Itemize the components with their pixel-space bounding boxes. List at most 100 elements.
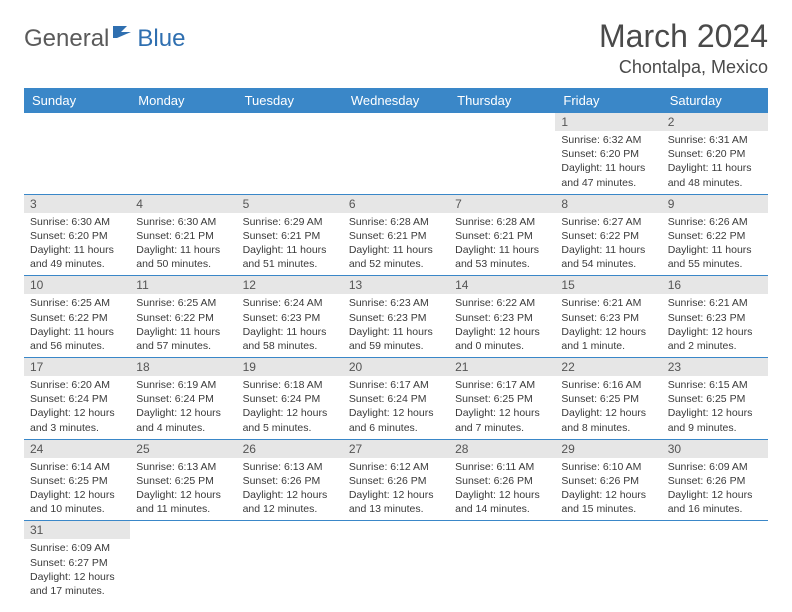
sunset-text: Sunset: 6:21 PM [455, 229, 549, 243]
day-data: Sunrise: 6:16 AMSunset: 6:25 PMDaylight:… [555, 376, 661, 439]
calendar-cell: 28Sunrise: 6:11 AMSunset: 6:26 PMDayligh… [449, 439, 555, 521]
daylight-text: Daylight: 12 hours and 3 minutes. [30, 406, 124, 434]
day-data: Sunrise: 6:30 AMSunset: 6:20 PMDaylight:… [24, 213, 130, 276]
calendar-cell: 18Sunrise: 6:19 AMSunset: 6:24 PMDayligh… [130, 358, 236, 440]
day-number: 22 [555, 358, 661, 376]
day-number: 8 [555, 195, 661, 213]
calendar-cell: 23Sunrise: 6:15 AMSunset: 6:25 PMDayligh… [662, 358, 768, 440]
day-number: 5 [237, 195, 343, 213]
calendar-cell: 14Sunrise: 6:22 AMSunset: 6:23 PMDayligh… [449, 276, 555, 358]
sunrise-text: Sunrise: 6:15 AM [668, 378, 762, 392]
sunset-text: Sunset: 6:20 PM [668, 147, 762, 161]
sunset-text: Sunset: 6:22 PM [668, 229, 762, 243]
day-data: Sunrise: 6:18 AMSunset: 6:24 PMDaylight:… [237, 376, 343, 439]
daylight-text: Daylight: 12 hours and 17 minutes. [30, 570, 124, 598]
sunset-text: Sunset: 6:24 PM [136, 392, 230, 406]
day-number: 21 [449, 358, 555, 376]
day-data: Sunrise: 6:12 AMSunset: 6:26 PMDaylight:… [343, 458, 449, 521]
calendar-cell: 11Sunrise: 6:25 AMSunset: 6:22 PMDayligh… [130, 276, 236, 358]
calendar-cell: 21Sunrise: 6:17 AMSunset: 6:25 PMDayligh… [449, 358, 555, 440]
daylight-text: Daylight: 12 hours and 15 minutes. [561, 488, 655, 516]
day-header: Sunday [24, 88, 130, 113]
sunset-text: Sunset: 6:20 PM [561, 147, 655, 161]
sunset-text: Sunset: 6:23 PM [349, 311, 443, 325]
calendar-cell: 17Sunrise: 6:20 AMSunset: 6:24 PMDayligh… [24, 358, 130, 440]
calendar-cell: 26Sunrise: 6:13 AMSunset: 6:26 PMDayligh… [237, 439, 343, 521]
daylight-text: Daylight: 12 hours and 0 minutes. [455, 325, 549, 353]
calendar-cell [343, 521, 449, 602]
daylight-text: Daylight: 12 hours and 14 minutes. [455, 488, 549, 516]
sunrise-text: Sunrise: 6:13 AM [136, 460, 230, 474]
sunset-text: Sunset: 6:24 PM [349, 392, 443, 406]
sunrise-text: Sunrise: 6:25 AM [30, 296, 124, 310]
calendar-cell: 15Sunrise: 6:21 AMSunset: 6:23 PMDayligh… [555, 276, 661, 358]
day-data: Sunrise: 6:20 AMSunset: 6:24 PMDaylight:… [24, 376, 130, 439]
daylight-text: Daylight: 11 hours and 59 minutes. [349, 325, 443, 353]
day-number: 10 [24, 276, 130, 294]
sunset-text: Sunset: 6:25 PM [30, 474, 124, 488]
day-number: 29 [555, 440, 661, 458]
calendar-cell: 29Sunrise: 6:10 AMSunset: 6:26 PMDayligh… [555, 439, 661, 521]
daylight-text: Daylight: 12 hours and 10 minutes. [30, 488, 124, 516]
calendar-cell: 3Sunrise: 6:30 AMSunset: 6:20 PMDaylight… [24, 194, 130, 276]
daylight-text: Daylight: 11 hours and 48 minutes. [668, 161, 762, 189]
logo: General Blue [24, 24, 185, 53]
calendar-cell [343, 113, 449, 194]
day-number: 26 [237, 440, 343, 458]
day-header: Tuesday [237, 88, 343, 113]
logo-text-blue: Blue [137, 25, 185, 53]
day-data: Sunrise: 6:23 AMSunset: 6:23 PMDaylight:… [343, 294, 449, 357]
calendar-cell: 31Sunrise: 6:09 AMSunset: 6:27 PMDayligh… [24, 521, 130, 602]
calendar-cell: 22Sunrise: 6:16 AMSunset: 6:25 PMDayligh… [555, 358, 661, 440]
title-block: March 2024 Chontalpa, Mexico [599, 18, 768, 78]
day-data: Sunrise: 6:22 AMSunset: 6:23 PMDaylight:… [449, 294, 555, 357]
sunset-text: Sunset: 6:21 PM [349, 229, 443, 243]
day-number: 23 [662, 358, 768, 376]
daylight-text: Daylight: 12 hours and 6 minutes. [349, 406, 443, 434]
calendar-week-row: 10Sunrise: 6:25 AMSunset: 6:22 PMDayligh… [24, 276, 768, 358]
day-number: 14 [449, 276, 555, 294]
day-data: Sunrise: 6:31 AMSunset: 6:20 PMDaylight:… [662, 131, 768, 194]
calendar-week-row: 3Sunrise: 6:30 AMSunset: 6:20 PMDaylight… [24, 194, 768, 276]
day-data: Sunrise: 6:26 AMSunset: 6:22 PMDaylight:… [662, 213, 768, 276]
sunrise-text: Sunrise: 6:21 AM [561, 296, 655, 310]
calendar-cell [555, 521, 661, 602]
day-data: Sunrise: 6:24 AMSunset: 6:23 PMDaylight:… [237, 294, 343, 357]
day-data: Sunrise: 6:14 AMSunset: 6:25 PMDaylight:… [24, 458, 130, 521]
day-data: Sunrise: 6:29 AMSunset: 6:21 PMDaylight:… [237, 213, 343, 276]
sunset-text: Sunset: 6:26 PM [349, 474, 443, 488]
sunrise-text: Sunrise: 6:28 AM [349, 215, 443, 229]
location: Chontalpa, Mexico [599, 57, 768, 78]
sunset-text: Sunset: 6:21 PM [243, 229, 337, 243]
day-data: Sunrise: 6:13 AMSunset: 6:26 PMDaylight:… [237, 458, 343, 521]
daylight-text: Daylight: 11 hours and 57 minutes. [136, 325, 230, 353]
sunrise-text: Sunrise: 6:09 AM [30, 541, 124, 555]
calendar-cell: 9Sunrise: 6:26 AMSunset: 6:22 PMDaylight… [662, 194, 768, 276]
daylight-text: Daylight: 12 hours and 9 minutes. [668, 406, 762, 434]
sunrise-text: Sunrise: 6:20 AM [30, 378, 124, 392]
day-number: 13 [343, 276, 449, 294]
sunset-text: Sunset: 6:26 PM [561, 474, 655, 488]
sunrise-text: Sunrise: 6:11 AM [455, 460, 549, 474]
daylight-text: Daylight: 11 hours and 53 minutes. [455, 243, 549, 271]
day-data: Sunrise: 6:27 AMSunset: 6:22 PMDaylight:… [555, 213, 661, 276]
day-data: Sunrise: 6:32 AMSunset: 6:20 PMDaylight:… [555, 131, 661, 194]
sunrise-text: Sunrise: 6:21 AM [668, 296, 762, 310]
day-data: Sunrise: 6:17 AMSunset: 6:24 PMDaylight:… [343, 376, 449, 439]
day-number: 27 [343, 440, 449, 458]
sunrise-text: Sunrise: 6:16 AM [561, 378, 655, 392]
sunset-text: Sunset: 6:21 PM [136, 229, 230, 243]
sunset-text: Sunset: 6:25 PM [561, 392, 655, 406]
calendar-cell [449, 113, 555, 194]
daylight-text: Daylight: 11 hours and 51 minutes. [243, 243, 337, 271]
calendar-cell [237, 521, 343, 602]
calendar-week-row: 24Sunrise: 6:14 AMSunset: 6:25 PMDayligh… [24, 439, 768, 521]
day-data: Sunrise: 6:11 AMSunset: 6:26 PMDaylight:… [449, 458, 555, 521]
sunrise-text: Sunrise: 6:22 AM [455, 296, 549, 310]
calendar-cell [449, 521, 555, 602]
sunset-text: Sunset: 6:22 PM [30, 311, 124, 325]
day-number: 6 [343, 195, 449, 213]
day-header: Saturday [662, 88, 768, 113]
sunset-text: Sunset: 6:22 PM [136, 311, 230, 325]
day-number: 25 [130, 440, 236, 458]
